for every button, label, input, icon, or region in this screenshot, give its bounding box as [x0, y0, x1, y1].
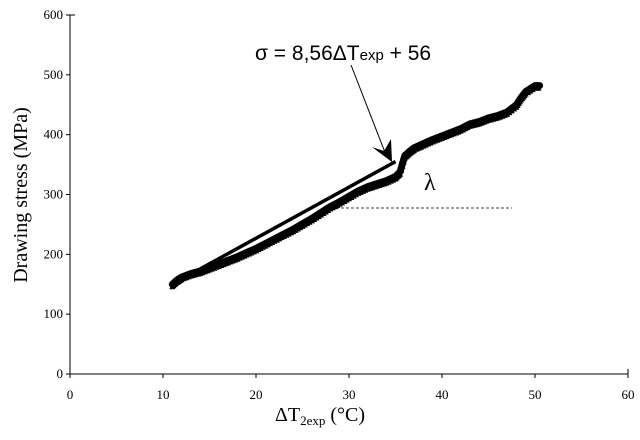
data-point-triangle: [535, 84, 542, 91]
x-tick-label: 0: [67, 387, 74, 402]
y-tick-label: 400: [44, 127, 64, 142]
lambda-label: λ: [424, 170, 436, 196]
fit-equation-annotation: σ = 8,56ΔTexp + 56: [255, 42, 431, 65]
x-tick-label: 50: [529, 387, 542, 402]
y-axis-title: Drawing stress (MPa): [10, 107, 32, 283]
y-tick-label: 500: [44, 67, 64, 82]
data-point-triangle: [399, 162, 406, 169]
x-tick-label: 10: [157, 387, 170, 402]
x-tick-label: 30: [343, 387, 356, 402]
data-point-triangle: [397, 170, 404, 177]
plot-area: [168, 82, 544, 290]
y-tick-label: 200: [44, 246, 64, 261]
data-point-triangle: [400, 158, 407, 165]
arrowhead-icon: [372, 139, 392, 162]
y-ticks: 0 100 200 300 400 500 600: [44, 7, 70, 381]
annotation-arrow: [350, 64, 387, 156]
data-point-triangle: [398, 166, 405, 173]
y-tick-label: 100: [44, 306, 64, 321]
y-tick-label: 300: [44, 187, 64, 202]
x-tick-label: 60: [622, 387, 635, 402]
x-ticks: 0 10 20 30 40 50 60: [67, 374, 635, 402]
x-tick-label: 40: [436, 387, 449, 402]
x-axis-title: ΔT2exp (°C): [275, 404, 365, 428]
y-tick-label: 600: [44, 7, 64, 22]
linear-fit-line: [171, 160, 397, 286]
x-tick-label: 20: [250, 387, 263, 402]
y-tick-label: 0: [57, 366, 64, 381]
